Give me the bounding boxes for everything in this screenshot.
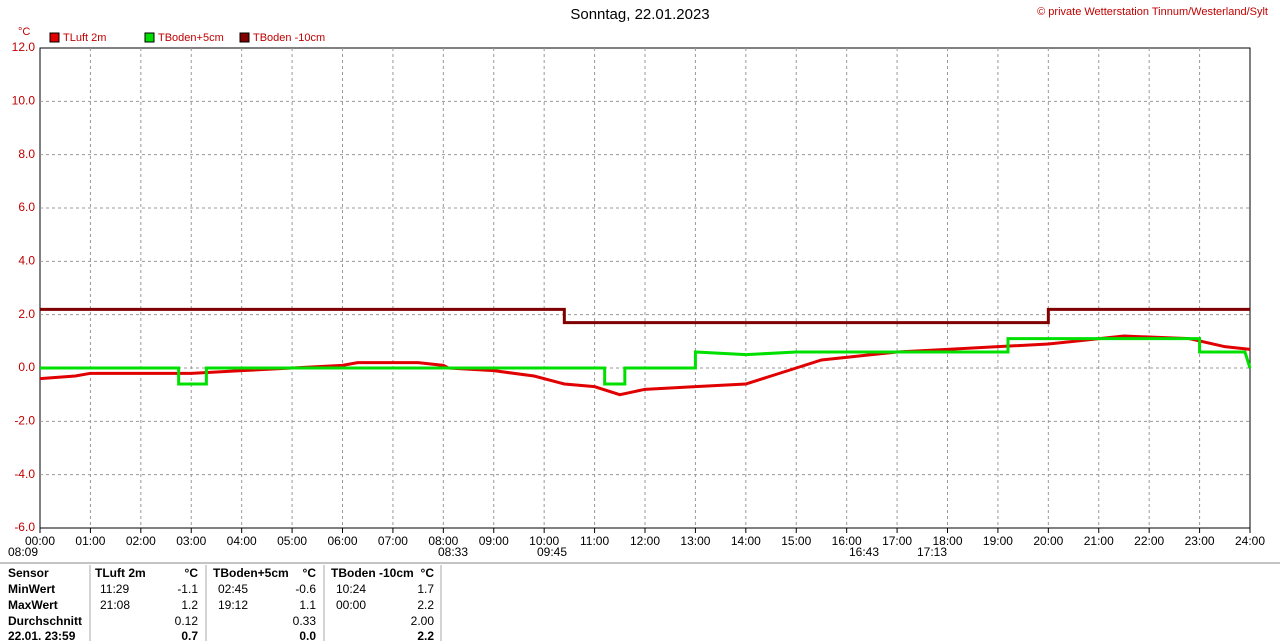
x-tick-label: 23:00 <box>1185 534 1215 548</box>
x-tick-label: 21:00 <box>1084 534 1114 548</box>
y-tick-label: 10.0 <box>12 94 36 108</box>
x-tick-label: 22:00 <box>1134 534 1164 548</box>
y-tick-label: 6.0 <box>18 200 35 214</box>
series-line <box>39 334 1251 397</box>
x-tick-label: 05:00 <box>277 534 307 548</box>
table-cell: 11:29 <box>100 582 129 596</box>
legend-label: TLuft 2m <box>63 32 106 44</box>
sun-time: 08:33 <box>438 545 468 559</box>
x-tick-label: 15:00 <box>781 534 811 548</box>
table-cell: 1.1 <box>299 598 316 612</box>
x-tick-label: 20:00 <box>1033 534 1063 548</box>
x-tick-label: 04:00 <box>227 534 257 548</box>
table-cell: MaxWert <box>8 598 58 612</box>
table-header: TLuft 2m <box>95 566 146 580</box>
x-tick-label: 03:00 <box>176 534 206 548</box>
y-tick-label: -2.0 <box>14 414 35 428</box>
y-tick-label: 4.0 <box>18 254 35 268</box>
x-tick-label: 11:00 <box>580 534 609 548</box>
x-tick-label: 09:00 <box>479 534 509 548</box>
x-tick-label: 12:00 <box>630 534 660 548</box>
legend-swatch <box>49 32 60 43</box>
table-header: °C <box>303 566 317 580</box>
table-cell: 2.2 <box>417 598 434 612</box>
x-tick-label: 00:00 <box>25 534 55 548</box>
x-tick-label: 06:00 <box>327 534 357 548</box>
x-tick-label: 02:00 <box>126 534 156 548</box>
legend-label: TBoden+5cm <box>158 32 224 44</box>
table-cell: MinWert <box>8 582 55 596</box>
x-tick-label: 19:00 <box>983 534 1013 548</box>
table-header: °C <box>185 566 199 580</box>
series-line <box>40 307 1250 325</box>
table-cell: 2.2 <box>417 629 434 641</box>
table-cell: 21:08 <box>100 598 130 612</box>
y-tick-label: 2.0 <box>18 307 35 321</box>
sun-time: 09:45 <box>537 545 567 559</box>
table-cell: 0.33 <box>293 614 317 628</box>
y-tick-label: -6.0 <box>14 520 35 534</box>
y-tick-label: -4.0 <box>14 467 35 481</box>
table-cell: 1.2 <box>181 598 198 612</box>
sun-time: 17:13 <box>917 545 947 559</box>
x-tick-label: 01:00 <box>75 534 105 548</box>
x-tick-label: 13:00 <box>680 534 710 548</box>
table-cell: 22.01. 23:59 <box>8 629 76 641</box>
x-tick-label: 10:00 <box>529 534 559 548</box>
table-header: Sensor <box>8 566 49 580</box>
series-line <box>40 337 1252 386</box>
x-tick-label: 16:00 <box>832 534 862 548</box>
x-tick-label: 17:00 <box>882 534 912 548</box>
table-cell: 19:12 <box>218 598 248 612</box>
table-cell: 0.7 <box>181 629 198 641</box>
x-tick-label: 24:00 <box>1235 534 1265 548</box>
table-cell: 0.0 <box>299 629 316 641</box>
table-header: TBoden+5cm <box>213 566 289 580</box>
table-cell: -1.1 <box>177 582 198 596</box>
table-cell: 10:24 <box>336 582 366 596</box>
table-cell: 2.00 <box>411 614 435 628</box>
y-tick-label: 0.0 <box>18 360 35 374</box>
table-cell: 0.12 <box>175 614 199 628</box>
table-cell: 02:45 <box>218 582 248 596</box>
table-cell: 00:00 <box>336 598 366 612</box>
legend-swatch <box>144 32 155 43</box>
x-tick-label: 07:00 <box>378 534 408 548</box>
legend-label: TBoden -10cm <box>253 32 325 44</box>
credit: © private Wetterstation Tinnum/Westerlan… <box>1037 6 1268 18</box>
y-tick-label: 12.0 <box>12 40 36 54</box>
x-tick-label: 14:00 <box>731 534 761 548</box>
table-cell: -0.6 <box>295 582 316 596</box>
table-cell: 1.7 <box>417 582 434 596</box>
sun-time: 08:09 <box>8 545 38 559</box>
table-header: °C <box>421 566 435 580</box>
sun-time: 16:43 <box>849 545 879 559</box>
y-tick-label: 8.0 <box>18 147 35 161</box>
legend-swatch <box>239 32 250 43</box>
table-cell: Durchschnitt <box>8 614 82 628</box>
x-tick-label: 08:00 <box>428 534 458 548</box>
x-tick-label: 18:00 <box>932 534 962 548</box>
y-axis-unit: °C <box>18 26 30 38</box>
table-header: TBoden -10cm <box>331 566 414 580</box>
chart-title: Sonntag, 22.01.2023 <box>570 6 709 23</box>
